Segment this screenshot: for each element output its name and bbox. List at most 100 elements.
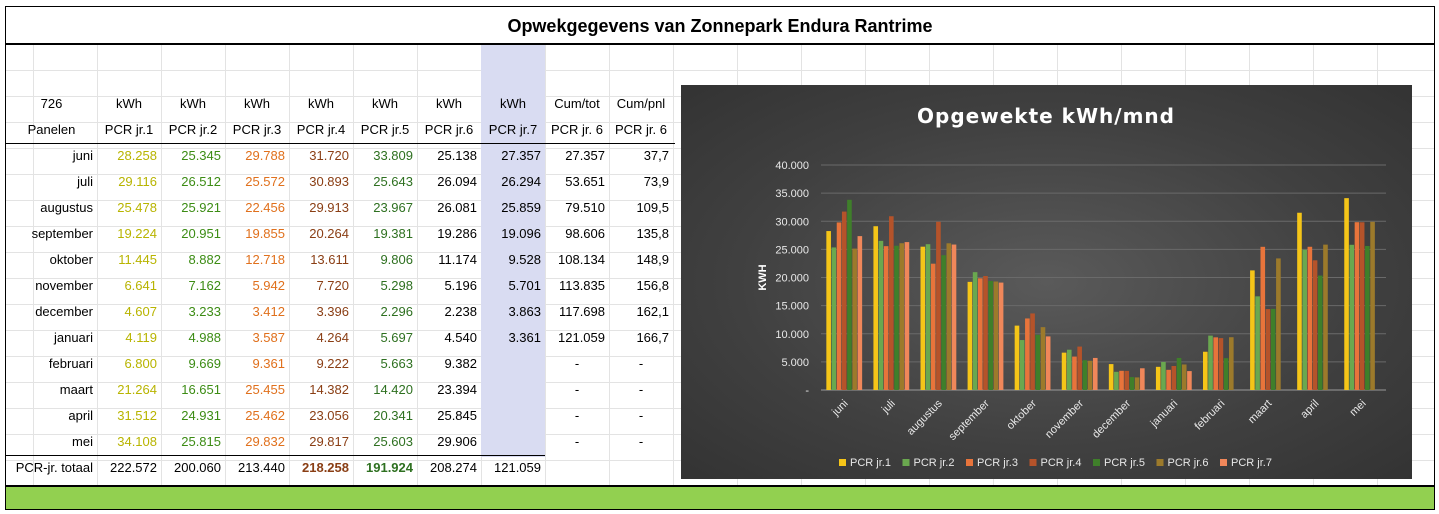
bar-pcrjr3 [1260,246,1266,390]
month-label: december [35,304,93,319]
table-cell: 166,7 [636,330,669,345]
y-tick-label: 35.000 [775,188,809,200]
table-cell: - [638,356,644,371]
bar-pcrjr4 [1312,260,1318,390]
bar-pcrjr7 [857,236,863,390]
y-tick-label: - [805,385,809,397]
bar-pcrjr4 [1218,338,1224,390]
header-cell: kWh [372,96,398,111]
table-cell: 9.382 [444,356,477,371]
table-cell: 3.361 [508,330,541,345]
table-cell: 11.445 [118,252,157,267]
bar-pcrjr6 [899,243,905,390]
table-cell: 13.611 [310,252,349,267]
bar-pcrjr5 [1129,377,1135,390]
header-cell: PCR jr.6 [424,122,474,137]
table-cell: 24.931 [181,408,221,423]
header-cell: PCR jr.3 [232,122,282,137]
table-cell: 22.456 [245,200,285,215]
table-cell: 11.174 [438,252,477,267]
month-label: augustus [40,200,93,215]
bar-pcrjr7 [1092,357,1098,390]
bar-pcrjr7 [1187,371,1192,390]
header-cell: kWh [116,96,142,111]
bar-pcrjr2 [1255,296,1260,390]
bar-pcrjr3 [1166,369,1171,390]
x-tick-label: mei [1348,398,1369,419]
table-cell: 19.855 [245,226,285,241]
table-cell: 25.845 [437,408,477,423]
bar-pcrjr5 [1270,308,1276,390]
legend-label: PCR jr.4 [1041,457,1082,469]
header-cell: PCR jr.4 [296,122,346,137]
bar-pcrjr3 [1307,246,1313,390]
bar-pcrjr6 [1040,327,1046,390]
bar-pcrjr6 [1370,221,1375,390]
legend-label: PCR jr.6 [1168,457,1209,469]
table-cell: - [574,382,580,397]
bar-pcrjr5 [1035,334,1041,390]
bar-pcrjr4 [983,276,988,390]
table-cell [481,403,545,429]
table-cell: 19.381 [373,226,413,241]
bar-pcrjr2 [1114,371,1119,390]
table-cell: 25.815 [181,434,221,449]
table-cell: 29.788 [245,148,285,163]
table-cell: 3.587 [252,330,285,345]
table-cell: 20.341 [373,408,413,423]
table-cell: - [638,382,644,397]
legend-swatch [1093,459,1100,466]
table-cell: - [574,434,580,449]
bar-pcrjr5 [988,280,993,390]
bar-pcrjr1 [1155,366,1161,390]
table-cell: 29.116 [118,174,157,189]
bar-pcrjr6 [946,243,952,390]
table-cell: 5.697 [380,330,413,345]
bar-pcrjr1 [1108,364,1114,390]
legend-label: PCR jr.7 [1231,457,1272,469]
bar-pcrjr3 [1119,370,1124,390]
total-divider [6,455,545,456]
bar-pcrjr1 [920,246,926,390]
table-cell: 28.258 [117,148,157,163]
header-cell: kWh [308,96,334,111]
table-cell: 12.718 [245,252,285,267]
legend-swatch [1220,459,1227,466]
table-cell: 73,9 [643,174,669,189]
total-cell: 218.258 [302,460,349,475]
legend-swatch [839,459,846,466]
table-cell: 98.606 [565,226,605,241]
total-cell: 208.274 [430,460,477,475]
table-cell: 31.512 [117,408,157,423]
bar-pcrjr7 [904,242,910,390]
table-cell: 4.264 [316,330,349,345]
bar-pcrjr3 [1072,356,1077,390]
table-cell: 29.906 [437,434,477,449]
table-cell: 3.412 [252,304,285,319]
bar-pcrjr1 [967,281,973,390]
bar-pcrjr5 [847,199,852,390]
legend-swatch [1029,459,1037,466]
table-cell: - [574,408,580,423]
bar-pcrjr1 [1061,352,1067,390]
table-cell: 14.420 [373,382,413,397]
table-cell: 26.081 [437,200,477,215]
bar-pcrjr1 [1203,351,1208,390]
bar-pcrjr2 [1349,244,1355,390]
table-cell: 21.264 [117,382,157,397]
legend-swatch [1156,459,1164,466]
table-cell: 23.967 [373,200,413,215]
legend-label: PCR jr.5 [1104,457,1145,469]
bar-pcrjr7 [1045,336,1051,390]
x-tick-label: oktober [1005,397,1040,432]
table-cell: 6.641 [124,278,157,293]
chart-title: Opgewekte kWh/mnd [917,104,1175,128]
table-cell: 30.893 [309,174,349,189]
bar-pcrjr7 [1140,368,1145,390]
table-cell [481,377,545,403]
table-cell: 4.607 [124,304,157,319]
table-cell: 162,1 [636,304,669,319]
table-cell: 16.651 [181,382,221,397]
table-cell: 19.286 [437,226,477,241]
bar-pcrjr2 [1302,249,1307,390]
